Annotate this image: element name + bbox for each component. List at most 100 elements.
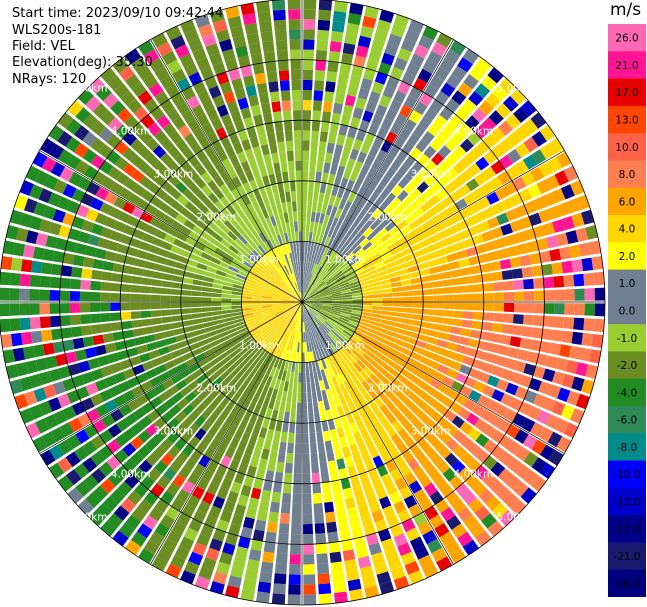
ray-gate xyxy=(170,288,182,296)
ray-gate xyxy=(330,206,338,217)
ray-gate xyxy=(507,148,522,164)
ray-gate xyxy=(277,224,284,235)
ray-gate xyxy=(85,95,102,112)
colorbar-tick-label: 10.0 xyxy=(615,142,638,154)
ray-gate xyxy=(359,238,370,248)
ray-gate xyxy=(317,281,326,290)
ray-gate xyxy=(175,213,188,225)
ray-gate xyxy=(412,466,426,480)
ray-gate xyxy=(410,161,423,174)
ray-gate xyxy=(575,393,590,410)
ray-gate xyxy=(217,243,229,253)
ray-gate xyxy=(407,331,419,339)
ray-gate xyxy=(324,225,331,236)
ray-gate xyxy=(207,179,219,192)
ray-gate xyxy=(335,385,343,397)
ray-gate xyxy=(311,305,321,311)
ray-gate xyxy=(302,231,306,242)
ray-gate xyxy=(200,378,212,390)
ray-gate xyxy=(314,181,321,193)
ray-gate xyxy=(385,482,398,496)
ray-gate xyxy=(388,446,401,459)
ray-gate xyxy=(281,202,288,213)
ray-gate xyxy=(390,523,404,538)
ray-gate xyxy=(330,30,344,43)
ray-gate xyxy=(98,127,114,143)
ray-gate xyxy=(421,459,435,473)
ray-gate xyxy=(66,200,81,214)
ray-gate xyxy=(39,289,50,301)
ray-gate xyxy=(306,310,312,320)
ray-gate xyxy=(176,362,188,373)
ray-gate xyxy=(273,19,287,31)
ray-gate xyxy=(265,61,277,73)
ray-gate xyxy=(58,225,72,239)
ray-gate xyxy=(495,186,509,201)
ray-gate xyxy=(314,360,320,372)
ray-gate xyxy=(35,170,50,186)
ray-gate xyxy=(9,272,21,286)
ray-gate xyxy=(311,306,321,312)
ray-gate xyxy=(302,299,312,302)
ray-gate xyxy=(14,194,29,211)
ray-gate xyxy=(291,89,301,101)
ray-gate xyxy=(453,352,465,363)
ray-gate xyxy=(477,340,490,351)
ray-gate xyxy=(101,176,116,190)
ray-gate xyxy=(523,228,536,241)
ray-gate xyxy=(71,266,83,278)
ray-gate xyxy=(273,357,280,368)
ray-gate xyxy=(120,283,132,293)
ray-gate xyxy=(302,201,307,212)
ray-gate xyxy=(303,89,313,101)
ray-gate xyxy=(573,273,585,287)
ray-gate xyxy=(230,227,241,238)
ray-gate xyxy=(12,242,26,257)
ray-gate xyxy=(389,99,402,113)
ray-gate xyxy=(224,277,235,284)
ray-gate xyxy=(261,374,269,385)
ray-gate xyxy=(280,267,287,277)
ray-gate xyxy=(176,231,188,242)
ray-gate xyxy=(454,198,468,211)
ray-gate xyxy=(276,49,289,61)
ray-gate xyxy=(267,132,276,144)
ray-gate xyxy=(261,219,269,230)
ray-gate xyxy=(273,368,280,379)
ray-gate xyxy=(81,219,95,233)
ray-gate xyxy=(19,288,30,301)
ray-gate xyxy=(514,204,528,218)
ray-gate xyxy=(146,252,158,263)
ray-gate xyxy=(340,286,351,292)
ray-gate xyxy=(457,184,471,197)
ray-gate xyxy=(369,320,380,327)
ray-gate xyxy=(415,397,428,410)
ray-gate xyxy=(593,318,605,333)
ray-gate xyxy=(366,327,378,335)
ray-gate xyxy=(393,14,410,29)
colorbar: 26.021.017.013.010.08.06.04.02.01.00.0-1… xyxy=(608,24,646,597)
ray-gate xyxy=(433,475,448,490)
ray-gate xyxy=(169,187,182,200)
ray-gate xyxy=(391,171,404,184)
ray-gate xyxy=(240,3,255,16)
ray-gate xyxy=(445,437,459,452)
ray-gate xyxy=(67,487,84,504)
colorbar-bin xyxy=(608,351,646,380)
ray-gate xyxy=(369,277,380,284)
ray-gate xyxy=(473,302,484,311)
ray-gate xyxy=(23,198,38,214)
ray-gate xyxy=(206,482,219,496)
ray-gate xyxy=(122,442,137,457)
ray-gate xyxy=(74,125,90,141)
ray-gate xyxy=(234,277,246,283)
ray-gate xyxy=(478,100,494,116)
ray-gate xyxy=(373,29,389,43)
ray-gate xyxy=(255,436,265,449)
ray-gate xyxy=(274,288,284,294)
ray-gate xyxy=(214,162,226,175)
ray-gate xyxy=(298,292,302,302)
ray-gate xyxy=(154,130,168,144)
ray-gate xyxy=(404,379,416,391)
ray-gate xyxy=(100,313,112,323)
